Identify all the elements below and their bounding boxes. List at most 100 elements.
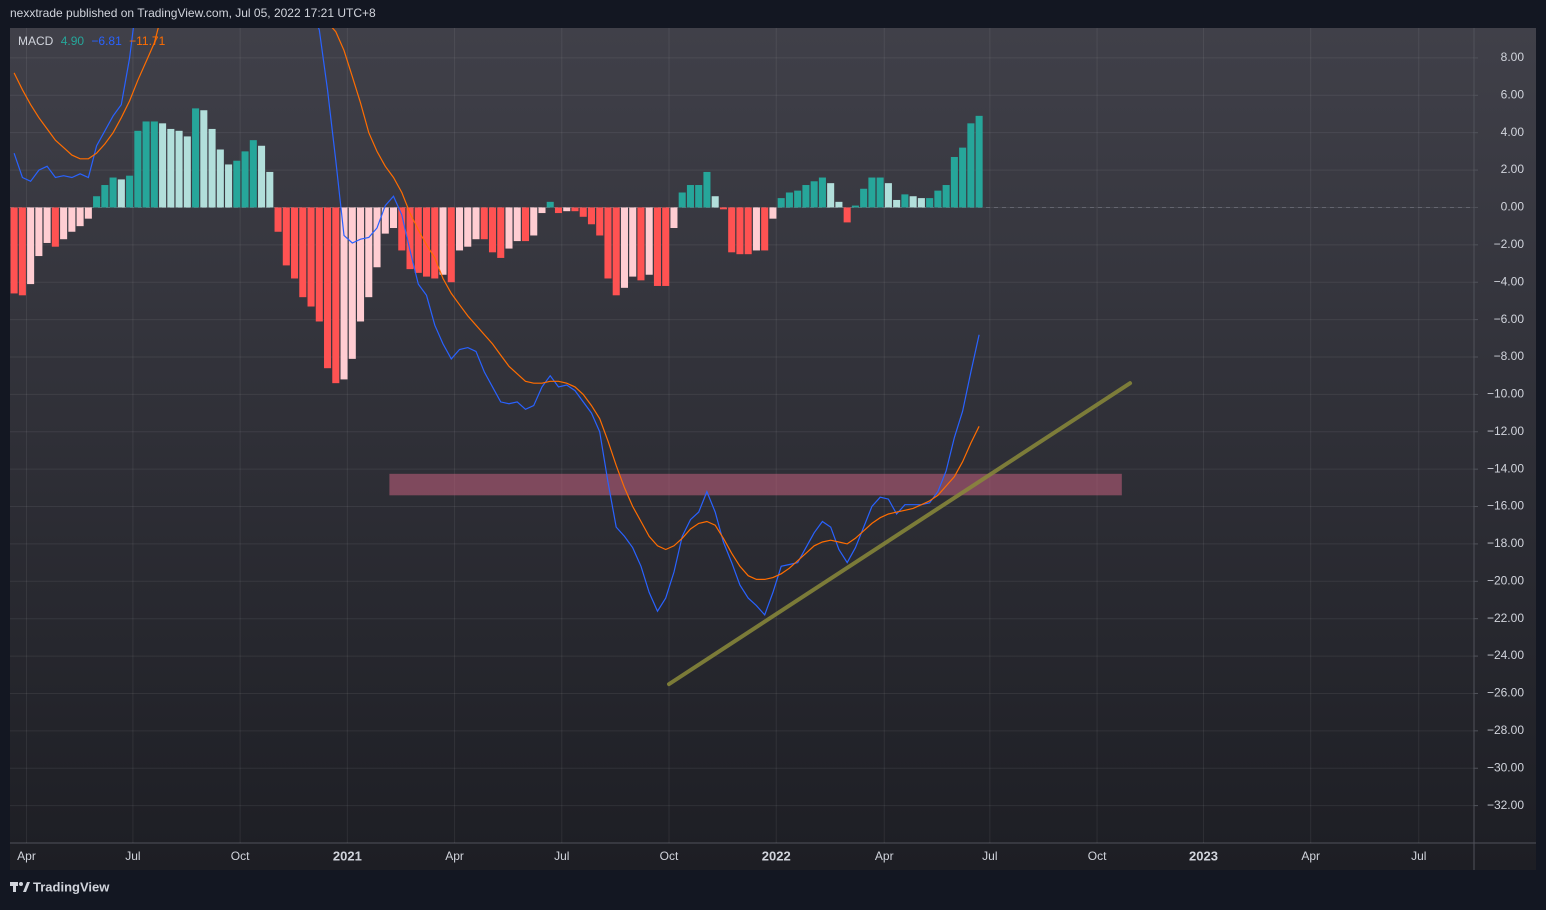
histogram-bar <box>934 190 942 208</box>
histogram-bar <box>744 207 752 255</box>
histogram-bar <box>769 207 777 219</box>
histogram-bar <box>678 192 686 208</box>
histogram-bar <box>546 201 554 208</box>
y-tick-label: 8.00 <box>1501 50 1525 64</box>
histogram-bar <box>109 177 117 208</box>
histogram-bar <box>835 201 843 208</box>
histogram-bar <box>571 207 579 212</box>
histogram-bar <box>332 207 340 384</box>
histogram-bar <box>93 196 101 208</box>
histogram-bar <box>505 207 513 249</box>
y-tick-label: −32.00 <box>1487 798 1524 812</box>
histogram-bar <box>513 207 521 242</box>
histogram-bar <box>695 185 703 208</box>
histogram-bar <box>950 156 958 208</box>
histogram-bar <box>645 207 653 275</box>
histogram-bar <box>68 207 76 232</box>
histogram-bar <box>472 207 480 240</box>
y-tick-label: −20.00 <box>1487 573 1524 587</box>
histogram-bar <box>901 194 909 208</box>
histogram-bar <box>736 207 744 255</box>
y-tick-label: −12.00 <box>1487 424 1524 438</box>
histogram-bar <box>884 183 892 208</box>
histogram-bar <box>142 121 150 208</box>
legend-value: 4.90 <box>61 34 85 48</box>
histogram-bar <box>183 136 191 208</box>
histogram-bar <box>464 207 472 247</box>
header: nexxtrade published on TradingView.com, … <box>10 6 376 20</box>
histogram-bar <box>414 207 422 273</box>
x-tick-label: Oct <box>660 849 679 863</box>
histogram-bar <box>117 179 125 208</box>
histogram-bar <box>241 151 249 208</box>
histogram-bar <box>447 207 455 283</box>
histogram-bar <box>530 207 538 236</box>
y-tick-label: −28.00 <box>1487 723 1524 737</box>
histogram-bar <box>431 207 439 279</box>
trendline <box>667 381 1133 687</box>
y-tick-label: 4.00 <box>1501 125 1525 139</box>
histogram-bar <box>439 207 447 275</box>
histogram-bar <box>818 177 826 208</box>
y-tick-label: −14.00 <box>1487 461 1524 475</box>
y-tick-label: −10.00 <box>1487 387 1524 401</box>
histogram-bar <box>909 196 917 208</box>
histogram-bar <box>175 130 183 208</box>
legend-value: −6.81 <box>91 34 122 48</box>
histogram-bar <box>637 207 645 281</box>
histogram-bar <box>662 207 670 286</box>
histogram-bar <box>538 207 546 214</box>
legend-value: −11.71 <box>129 34 165 48</box>
histogram-bar <box>761 207 769 251</box>
histogram-bar <box>381 207 389 234</box>
histogram-bar <box>159 123 167 208</box>
histogram-bar <box>373 207 381 268</box>
histogram-bar <box>777 198 785 208</box>
histogram-bar <box>43 207 51 243</box>
y-tick-label: −16.00 <box>1487 499 1524 513</box>
x-tick-label: Apr <box>17 849 36 863</box>
histogram-bar <box>233 160 241 208</box>
histogram-bar <box>200 110 208 208</box>
x-tick-label: Apr <box>875 849 894 863</box>
x-tick-label: Oct <box>1088 849 1107 863</box>
histogram-bar <box>851 205 859 208</box>
histogram-bar <box>299 207 307 298</box>
histogram-bar <box>134 130 142 208</box>
series-line <box>13 28 980 617</box>
histogram-bar <box>35 207 43 257</box>
histogram-bar <box>76 207 84 227</box>
histogram-bar <box>563 207 571 212</box>
legend-label: MACD <box>18 34 54 48</box>
x-tick-label: 2021 <box>333 848 362 863</box>
y-tick-label: −26.00 <box>1487 686 1524 700</box>
axes: 8.00 6.00 4.00 2.00 0.00 −2.00 −4.00 −6.00 −8.00… <box>17 50 1524 863</box>
histogram-bar <box>422 207 431 277</box>
footer-brand: TradingView <box>33 879 110 894</box>
histogram-bar <box>917 198 925 208</box>
histogram-bar <box>785 192 793 208</box>
histogram-bar <box>612 207 620 296</box>
y-tick-label: −8.00 <box>1494 349 1525 363</box>
histogram-bar <box>315 207 323 322</box>
histogram-bar <box>587 207 595 225</box>
y-tick-label: −6.00 <box>1494 312 1525 326</box>
histogram-bar <box>266 171 274 208</box>
histogram-bar <box>554 207 563 214</box>
histogram-bar <box>827 183 835 208</box>
x-tick-label: Oct <box>231 849 250 863</box>
histogram-bar <box>653 207 661 286</box>
histogram-bar <box>959 147 967 208</box>
histogram-bar <box>480 207 488 240</box>
legend: MACD 4.90 −6.81 −11.71 <box>18 34 166 48</box>
histogram-bar <box>604 207 612 279</box>
y-tick-label: −4.00 <box>1494 274 1525 288</box>
histogram-bar <box>324 207 332 369</box>
plot <box>10 28 1474 687</box>
histogram-bar <box>406 207 414 270</box>
histogram-bar <box>101 185 109 208</box>
histogram-bar <box>975 115 983 208</box>
histogram-bar <box>860 188 868 208</box>
histogram-bar <box>348 207 356 359</box>
